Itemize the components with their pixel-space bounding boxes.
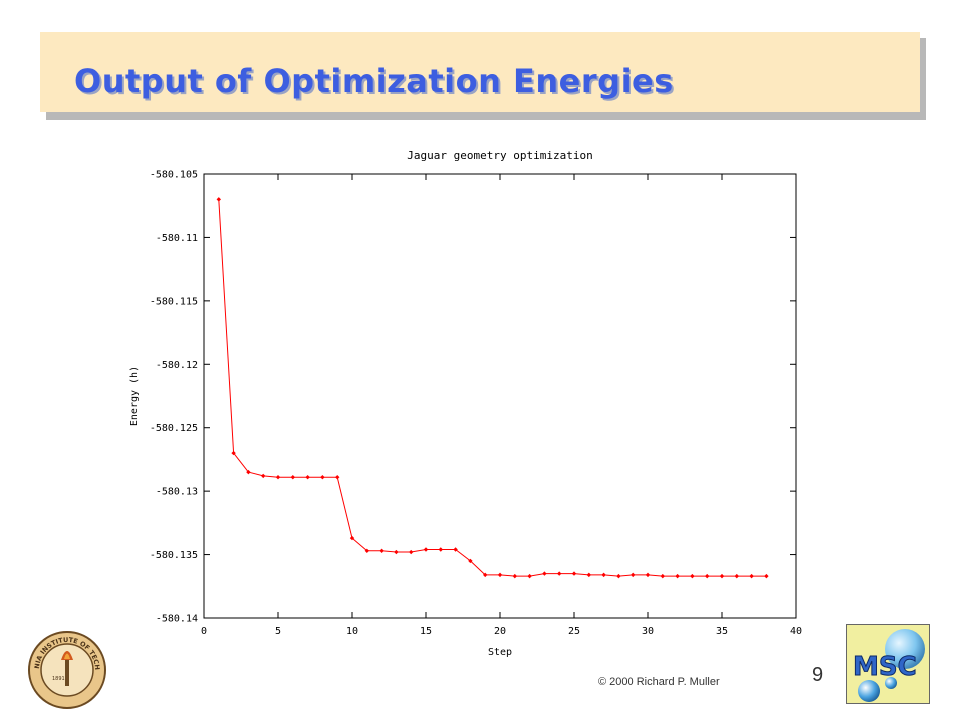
- data-point: [305, 474, 310, 480]
- x-tick-label: 20: [494, 626, 506, 637]
- data-point: [320, 474, 325, 480]
- data-point: [571, 571, 577, 576]
- plot-frame: [203, 173, 797, 619]
- data-point: [409, 549, 414, 555]
- data-point: [749, 573, 754, 579]
- y-tick-label: -580.125: [150, 423, 198, 434]
- caltech-seal: CALIFORNIA INSTITUTE OF TECHNOLOGY 1891: [27, 630, 106, 709]
- data-point: [335, 474, 340, 480]
- y-axis-ticks: -580.105 -580.11 -580.115 -580.12 -580.125 -5…: [150, 170, 796, 625]
- data-point: [527, 573, 532, 579]
- data-point: [631, 572, 636, 578]
- energy-line-chart: Jaguar geometry optimization -580.105-58…: [129, 149, 802, 658]
- y-tick-label: -580.12: [156, 360, 198, 371]
- x-tick-label: 35: [716, 626, 728, 637]
- data-point: [542, 571, 547, 576]
- data-point: [586, 572, 591, 578]
- data-point: [705, 573, 710, 579]
- x-tick-label: 15: [420, 626, 432, 637]
- data-point: [660, 573, 665, 579]
- data-point: [734, 573, 739, 579]
- data-point: [690, 573, 695, 579]
- series-line: [218, 199, 767, 577]
- data-point: [764, 573, 769, 579]
- y-tick-label: -580.11: [156, 233, 198, 244]
- y-tick-label: -580.13: [156, 487, 198, 498]
- data-point: [246, 469, 251, 475]
- data-point: [438, 547, 443, 552]
- y-axis-label: Energy (h): [129, 366, 140, 426]
- data-point: [601, 572, 606, 578]
- data-point: [468, 558, 473, 564]
- data-point: [394, 549, 399, 555]
- page-number: 9: [812, 664, 824, 686]
- x-tick-label: 5: [275, 626, 281, 637]
- data-point: [364, 548, 369, 553]
- y-tick-label: -580.14: [156, 614, 198, 625]
- data-point: [379, 548, 384, 553]
- data-point: [675, 573, 680, 579]
- msc-logo: MSC: [846, 624, 930, 704]
- data-point: [216, 197, 221, 202]
- series-layer: [216, 197, 769, 579]
- title-banner: [40, 32, 920, 112]
- copyright-notice: © 2000 Richard P. Muller: [598, 676, 720, 688]
- data-point: [719, 573, 725, 579]
- x-axis-ticks: 0 5 10 15 20 25 30 35 40: [201, 174, 802, 637]
- x-tick-label: 25: [568, 626, 580, 637]
- data-point: [645, 572, 651, 578]
- msc-logo-text: MSC: [853, 652, 917, 682]
- data-point: [557, 571, 562, 576]
- x-tick-label: 10: [346, 626, 358, 637]
- y-tick-label: -580.105: [150, 170, 198, 181]
- x-axis-label: Step: [488, 647, 512, 658]
- data-point: [616, 573, 621, 579]
- seal-year: 1891: [52, 676, 65, 682]
- data-point: [497, 572, 503, 578]
- y-tick-label: -580.135: [150, 550, 198, 561]
- chart-title: Jaguar geometry optimization: [407, 149, 592, 162]
- data-point: [261, 473, 266, 479]
- slide-title: Output of Optimization Energies: [74, 62, 674, 100]
- data-point: [290, 474, 295, 480]
- data-point: [512, 573, 517, 579]
- x-tick-label: 0: [201, 626, 207, 637]
- x-tick-label: 40: [790, 626, 802, 637]
- x-tick-label: 30: [642, 626, 654, 637]
- data-point: [423, 547, 429, 552]
- data-point: [231, 450, 236, 456]
- y-tick-label: -580.115: [150, 296, 198, 307]
- data-point: [275, 474, 281, 480]
